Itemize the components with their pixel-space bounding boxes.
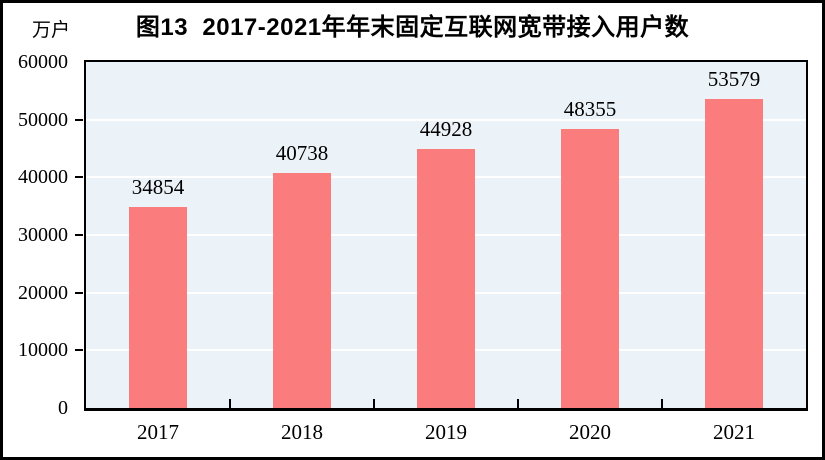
- bar-value-label: 48355: [563, 97, 617, 122]
- x-axis-tick: [373, 399, 375, 408]
- gridline: [86, 118, 806, 121]
- x-axis-label: 2017: [137, 420, 179, 444]
- y-axis-label: 20000: [18, 281, 68, 304]
- bar: [417, 148, 475, 408]
- x-axis-label: 2018: [281, 420, 323, 444]
- bar-value-label: 40738: [275, 141, 329, 166]
- bar-value-label: 44928: [419, 116, 473, 141]
- plot-inner: 34854 40738 44928 48355 53579: [86, 62, 806, 408]
- x-axis-label: 2021: [713, 420, 755, 444]
- y-axis-tick: [75, 234, 83, 236]
- x-axis-tick: [661, 399, 663, 408]
- y-axis-label: 60000: [18, 51, 68, 73]
- bar-value-label: 34854: [131, 175, 185, 200]
- x-axis-tick: [229, 399, 231, 408]
- x-axis-label: 2020: [569, 420, 611, 444]
- bar-value-label: 53579: [707, 67, 761, 92]
- y-axis-unit-label: 万户: [32, 20, 71, 41]
- x-axis-tick: [517, 399, 519, 408]
- y-axis-label: 40000: [18, 166, 68, 189]
- x-axis-label: 2019: [425, 420, 467, 444]
- chart-title: 图13 2017-2021年年末固定互联网宽带接入用户数: [135, 14, 690, 41]
- y-axis-tick: [75, 176, 83, 179]
- y-axis-label: 10000: [18, 339, 68, 362]
- y-axis-tick: [75, 349, 83, 352]
- y-axis-label: 50000: [18, 108, 68, 131]
- plot-area: 34854 40738 44928 48355 53579: [84, 60, 808, 411]
- bar: [705, 99, 763, 408]
- y-axis-tick: [75, 291, 83, 294]
- y-axis-label: 30000: [18, 224, 68, 246]
- bar: [561, 129, 619, 408]
- bar: [273, 173, 331, 408]
- bar: [129, 207, 187, 408]
- y-axis-label: 0: [58, 397, 68, 419]
- y-axis-tick: [75, 118, 83, 121]
